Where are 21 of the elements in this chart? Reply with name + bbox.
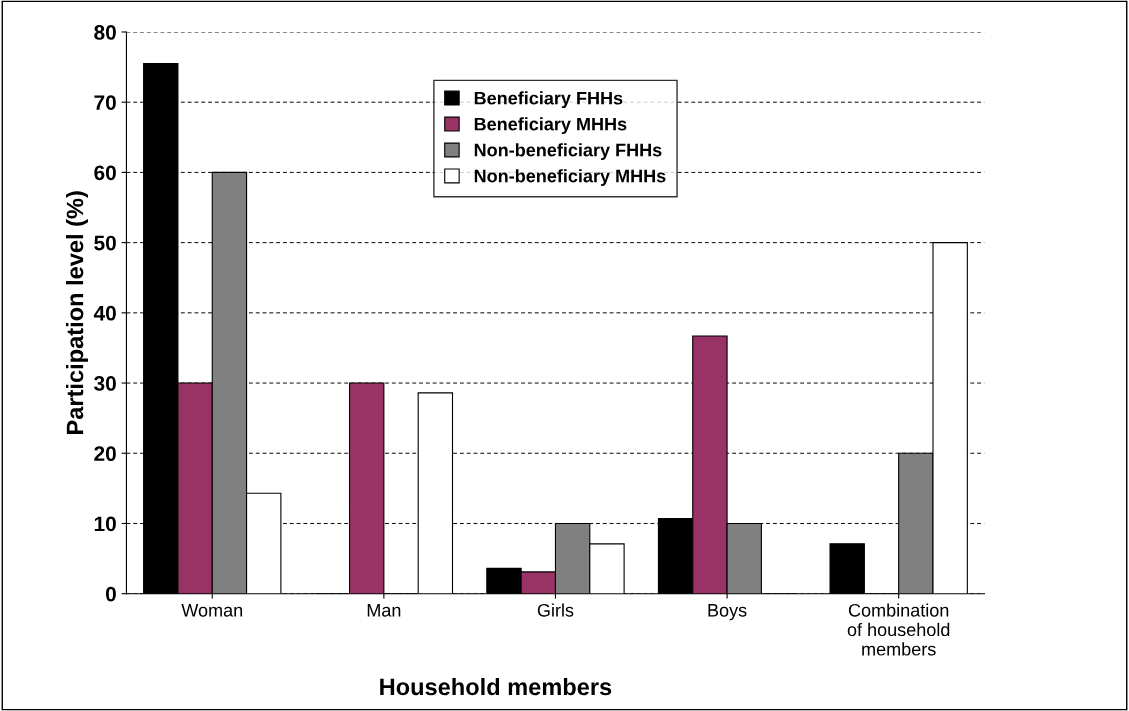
x-tick-label: Boys [708, 604, 747, 621]
y-tick-label: 30 [94, 376, 116, 391]
legend-label: Beneficiary MHHs [474, 117, 627, 135]
legend-label: Non-beneficiary MHHs [474, 169, 666, 186]
y-tick-label: 10 [94, 516, 116, 532]
x-tick-label: Woman [181, 604, 243, 617]
y-axis-title: Participation level (%) [65, 191, 88, 434]
x-tick-label: Combination of household members [847, 603, 950, 656]
y-tick-label: 50 [94, 235, 116, 251]
x-tick-label: Girls [537, 603, 574, 617]
y-tick-label: 80 [94, 25, 116, 40]
y-tick-label: 70 [94, 95, 116, 110]
x-axis-title: Household members [380, 677, 612, 696]
legend-label: Beneficiary FHHs [474, 91, 623, 109]
y-tick-label: 0 [105, 586, 116, 602]
legend-label: Non-beneficiary FHHs [474, 143, 662, 161]
y-tick-label: 60 [94, 165, 116, 181]
bar [829, 543, 865, 594]
y-tick-label: 40 [93, 305, 116, 321]
x-tick-label: Man [367, 604, 401, 617]
y-tick-label: 20 [94, 446, 116, 462]
